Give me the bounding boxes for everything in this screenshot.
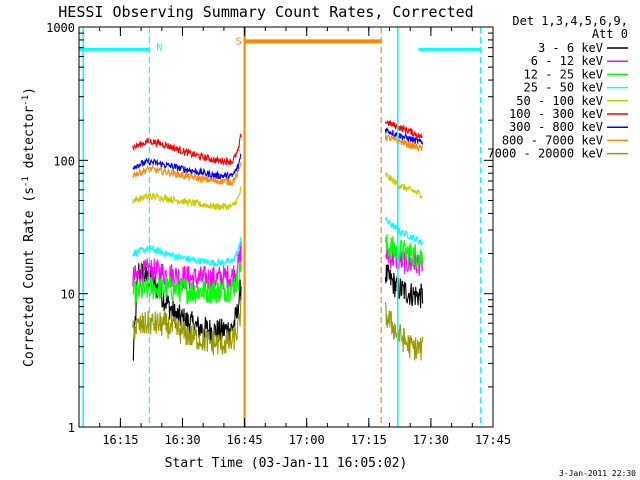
- series-100-300-kev-line-b: [384, 119, 423, 139]
- series-25-50-kev-line-b: [384, 216, 423, 246]
- y-tick-label-1: 10: [61, 288, 75, 302]
- series-300-800-kev-line-b: [384, 126, 424, 145]
- x-axis: 16:15 16:30 16:45 17:00 17:15 17:30 17:45: [78, 27, 511, 447]
- series-3-6-kev-line-b: [384, 264, 424, 309]
- legend-entry-12-25-kev-label: 12 - 25 keV: [524, 67, 603, 81]
- x-tick-label-2: 16:45: [227, 433, 263, 447]
- y-axis-label-sup: -1: [21, 176, 31, 187]
- y-tick-label-2: 100: [53, 154, 75, 168]
- legend-entry-25-50-kev-label: 25 - 50 keV: [524, 81, 603, 95]
- chart-title: HESSI Observing Summary Count Rates, Cor…: [58, 3, 473, 21]
- legend-entry-50-100-kev-label: 50 - 100 keV: [516, 94, 603, 108]
- y-tick-label-0: 1: [68, 421, 75, 435]
- series-layer: [132, 119, 424, 362]
- legend-entry-7000-20000-kev-label: 7000 - 20000 keV: [487, 147, 603, 161]
- footer-date: 3-Jan-2011 22:30: [559, 469, 636, 478]
- series-50-100-kev-line-b: [385, 172, 423, 199]
- y-axis-label: Corrected Count Rate (s-1 detector-1): [21, 87, 37, 367]
- x-tick-label-6: 17:45: [475, 433, 511, 447]
- series-800-7000-kev-line-a: [132, 162, 242, 187]
- legend-header-line1: Det 1,3,4,5,6,9,: [512, 14, 628, 28]
- x-tick-label-5: 17:30: [413, 433, 449, 447]
- series-7000-20000-kev-line-a: [132, 296, 242, 356]
- x-tick-label-4: 17:15: [351, 433, 387, 447]
- legend-entry-300-800-kev-label: 300 - 800 keV: [509, 120, 603, 134]
- x-axis-label: Start Time (03-Jan-11 16:05:02): [165, 456, 408, 471]
- series-800-7000-kev-line-b: [384, 133, 424, 152]
- x-tick-label-0: 16:15: [102, 433, 138, 447]
- series-7000-20000-kev-line-b: [384, 302, 424, 361]
- y-axis-label-main: Corrected Count Rate (s: [22, 187, 37, 367]
- x-tick-label-3: 17:00: [289, 433, 325, 447]
- legend-entry-800-7000-kev-label: 800 - 7000 keV: [502, 133, 603, 147]
- x-tick-label-1: 16:30: [164, 433, 200, 447]
- legend-entry-6-12-kev-label: 6 - 12 keV: [531, 54, 603, 68]
- series-50-100-kev-line-a: [132, 186, 242, 211]
- y-axis: 1 10 100 1000: [46, 21, 493, 435]
- annotation-layer: SN: [79, 27, 482, 427]
- saa-label: S: [236, 36, 242, 47]
- legend-header-line2: Att 0: [592, 27, 628, 41]
- series-12-25-kev-line-b: [384, 234, 424, 268]
- night-label: N: [156, 42, 162, 53]
- legend-entry-3-6-kev-label: 3 - 6 keV: [538, 41, 603, 55]
- series-3-6-kev-line-a: [132, 262, 242, 362]
- series-12-25-kev-line-a: [132, 260, 242, 306]
- y-axis-label-sup2: -1: [21, 95, 31, 106]
- series-25-50-kev-line-a: [132, 236, 242, 267]
- legend-entry-100-300-kev-label: 100 - 300 keV: [509, 107, 603, 121]
- y-tick-label-3: 1000: [46, 21, 75, 35]
- y-axis-label-tail: detector: [22, 106, 37, 177]
- series-300-800-kev-line-a: [132, 152, 242, 182]
- y-axis-label-end: ): [22, 87, 37, 95]
- series-100-300-kev-line-a: [132, 133, 242, 167]
